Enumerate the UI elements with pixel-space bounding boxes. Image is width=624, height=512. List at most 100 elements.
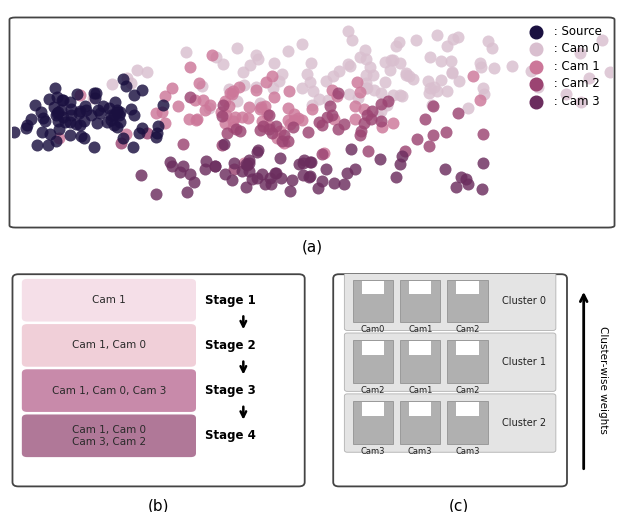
Point bbox=[185, 93, 195, 101]
Point bbox=[40, 117, 50, 125]
Text: Cam3: Cam3 bbox=[408, 447, 432, 456]
Point bbox=[192, 115, 202, 123]
Point bbox=[274, 76, 284, 84]
Point bbox=[269, 59, 279, 68]
Point bbox=[184, 115, 194, 123]
Point bbox=[132, 66, 142, 74]
Text: Cam1: Cam1 bbox=[408, 386, 432, 395]
Text: Cam3: Cam3 bbox=[361, 447, 385, 456]
Point bbox=[22, 121, 32, 130]
Point bbox=[294, 160, 304, 168]
Point bbox=[112, 108, 122, 116]
Point bbox=[205, 101, 215, 110]
Point bbox=[98, 102, 108, 110]
Point bbox=[346, 145, 356, 153]
Point bbox=[432, 87, 442, 95]
Point bbox=[359, 46, 369, 54]
Point bbox=[298, 159, 308, 167]
Point bbox=[355, 131, 365, 139]
Text: Stage 2: Stage 2 bbox=[205, 339, 256, 352]
Point bbox=[246, 175, 256, 183]
Point bbox=[359, 119, 369, 127]
Point bbox=[283, 104, 293, 112]
Point bbox=[260, 102, 270, 110]
FancyBboxPatch shape bbox=[353, 401, 393, 444]
Point bbox=[200, 165, 210, 174]
Point bbox=[361, 71, 371, 79]
Point bbox=[477, 84, 487, 92]
Point bbox=[265, 125, 275, 134]
Point bbox=[244, 159, 254, 167]
Point bbox=[224, 102, 234, 110]
Point bbox=[9, 128, 19, 136]
Point bbox=[142, 68, 152, 76]
Point bbox=[447, 68, 457, 76]
Point bbox=[167, 84, 177, 92]
Point bbox=[251, 51, 261, 59]
Point bbox=[251, 87, 261, 95]
Point bbox=[54, 134, 64, 142]
Point bbox=[313, 184, 323, 192]
Text: Cam2: Cam2 bbox=[456, 386, 480, 395]
Point bbox=[400, 146, 410, 155]
FancyBboxPatch shape bbox=[22, 324, 196, 367]
Point bbox=[388, 91, 398, 99]
Point bbox=[477, 130, 487, 138]
Point bbox=[453, 109, 463, 117]
Point bbox=[476, 63, 486, 71]
Point bbox=[597, 35, 607, 44]
FancyBboxPatch shape bbox=[362, 281, 384, 294]
Point bbox=[230, 113, 240, 121]
Point bbox=[90, 89, 100, 97]
Point bbox=[189, 178, 199, 186]
Point bbox=[112, 106, 122, 114]
Text: Cam 1: Cam 1 bbox=[92, 295, 126, 305]
Point bbox=[420, 115, 430, 123]
Point bbox=[424, 89, 434, 97]
Point bbox=[381, 78, 391, 86]
Point bbox=[93, 105, 103, 114]
Point bbox=[190, 116, 200, 124]
Point bbox=[257, 170, 267, 178]
Point bbox=[75, 91, 85, 99]
Point bbox=[477, 185, 487, 194]
Point bbox=[58, 96, 68, 104]
Point bbox=[343, 169, 353, 177]
Point bbox=[253, 54, 263, 62]
Point bbox=[252, 148, 262, 156]
Point bbox=[344, 61, 354, 70]
Point bbox=[185, 63, 195, 71]
Point bbox=[373, 112, 383, 120]
Point bbox=[65, 118, 75, 126]
Point bbox=[489, 64, 499, 72]
Point bbox=[347, 36, 357, 45]
Point bbox=[51, 84, 61, 92]
Point bbox=[227, 91, 237, 99]
Point bbox=[287, 176, 297, 184]
Point bbox=[380, 58, 390, 67]
Point bbox=[258, 122, 268, 130]
Point bbox=[334, 67, 344, 75]
Point bbox=[219, 140, 229, 148]
Point bbox=[284, 87, 294, 95]
Point bbox=[88, 94, 98, 102]
Point bbox=[376, 117, 386, 125]
Point bbox=[37, 128, 47, 136]
Point bbox=[356, 127, 366, 136]
Text: Cam0: Cam0 bbox=[361, 325, 385, 334]
Point bbox=[425, 53, 435, 61]
Point bbox=[197, 81, 207, 90]
Point bbox=[351, 115, 361, 123]
Text: Cam3: Cam3 bbox=[456, 447, 480, 456]
Point bbox=[217, 112, 227, 120]
Point bbox=[116, 139, 126, 147]
Point bbox=[255, 105, 265, 114]
Point bbox=[72, 90, 82, 98]
Point bbox=[267, 72, 277, 80]
Legend:  : Source,  : Cam 0,  : Cam 1,  : Cam 2,  : Cam 3: : Source, : Cam 0, : Cam 1, : Cam 2, : C… bbox=[520, 22, 606, 111]
Text: Cluster 1: Cluster 1 bbox=[502, 357, 546, 367]
Point bbox=[298, 40, 308, 48]
Point bbox=[308, 88, 318, 96]
FancyBboxPatch shape bbox=[447, 340, 488, 383]
Point bbox=[283, 137, 293, 145]
